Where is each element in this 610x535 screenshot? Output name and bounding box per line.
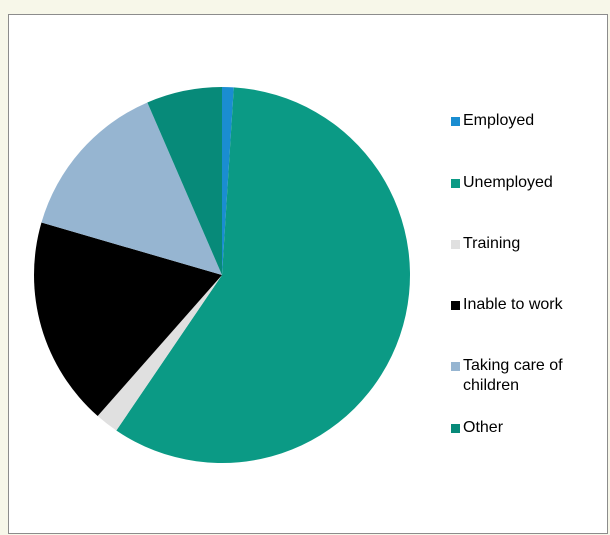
legend-swatch-inable-to-work — [451, 301, 460, 310]
legend-label-other: Other — [463, 419, 504, 436]
pie-chart — [33, 87, 411, 463]
pie-slice-inable-to-work — [33, 222, 223, 417]
legend-item-taking-care-of-children: Taking care of children — [451, 356, 598, 396]
legend-item-other: Other — [451, 418, 598, 438]
legend-label-training: Training — [463, 235, 521, 252]
legend-swatch-employed — [451, 117, 460, 126]
legend-swatch-taking-care-of-children — [451, 362, 460, 371]
legend-label-inable-to-work: Inable to work — [463, 296, 563, 313]
legend-label-taking-care-of-children: Taking care of children — [463, 357, 563, 394]
legend-item-employed: Employed — [451, 111, 598, 131]
chart-frame: Employed Unemployed Training Inable to w… — [8, 14, 608, 534]
pie-slice-employed — [222, 87, 234, 275]
legend-item-training: Training — [451, 234, 598, 254]
pie-slice-unemployed — [116, 87, 411, 463]
legend-swatch-other — [451, 424, 460, 433]
legend-swatch-unemployed — [451, 179, 460, 188]
legend-swatch-training — [451, 240, 460, 249]
legend-label-unemployed: Unemployed — [463, 174, 553, 191]
pie-slice-training — [97, 275, 222, 431]
pie-slice-taking-care-of-children — [41, 102, 223, 275]
legend-item-inable-to-work: Inable to work — [451, 295, 598, 315]
pie-slice-other — [147, 87, 222, 275]
legend-item-unemployed: Unemployed — [451, 173, 598, 193]
legend-label-employed: Employed — [463, 112, 535, 129]
